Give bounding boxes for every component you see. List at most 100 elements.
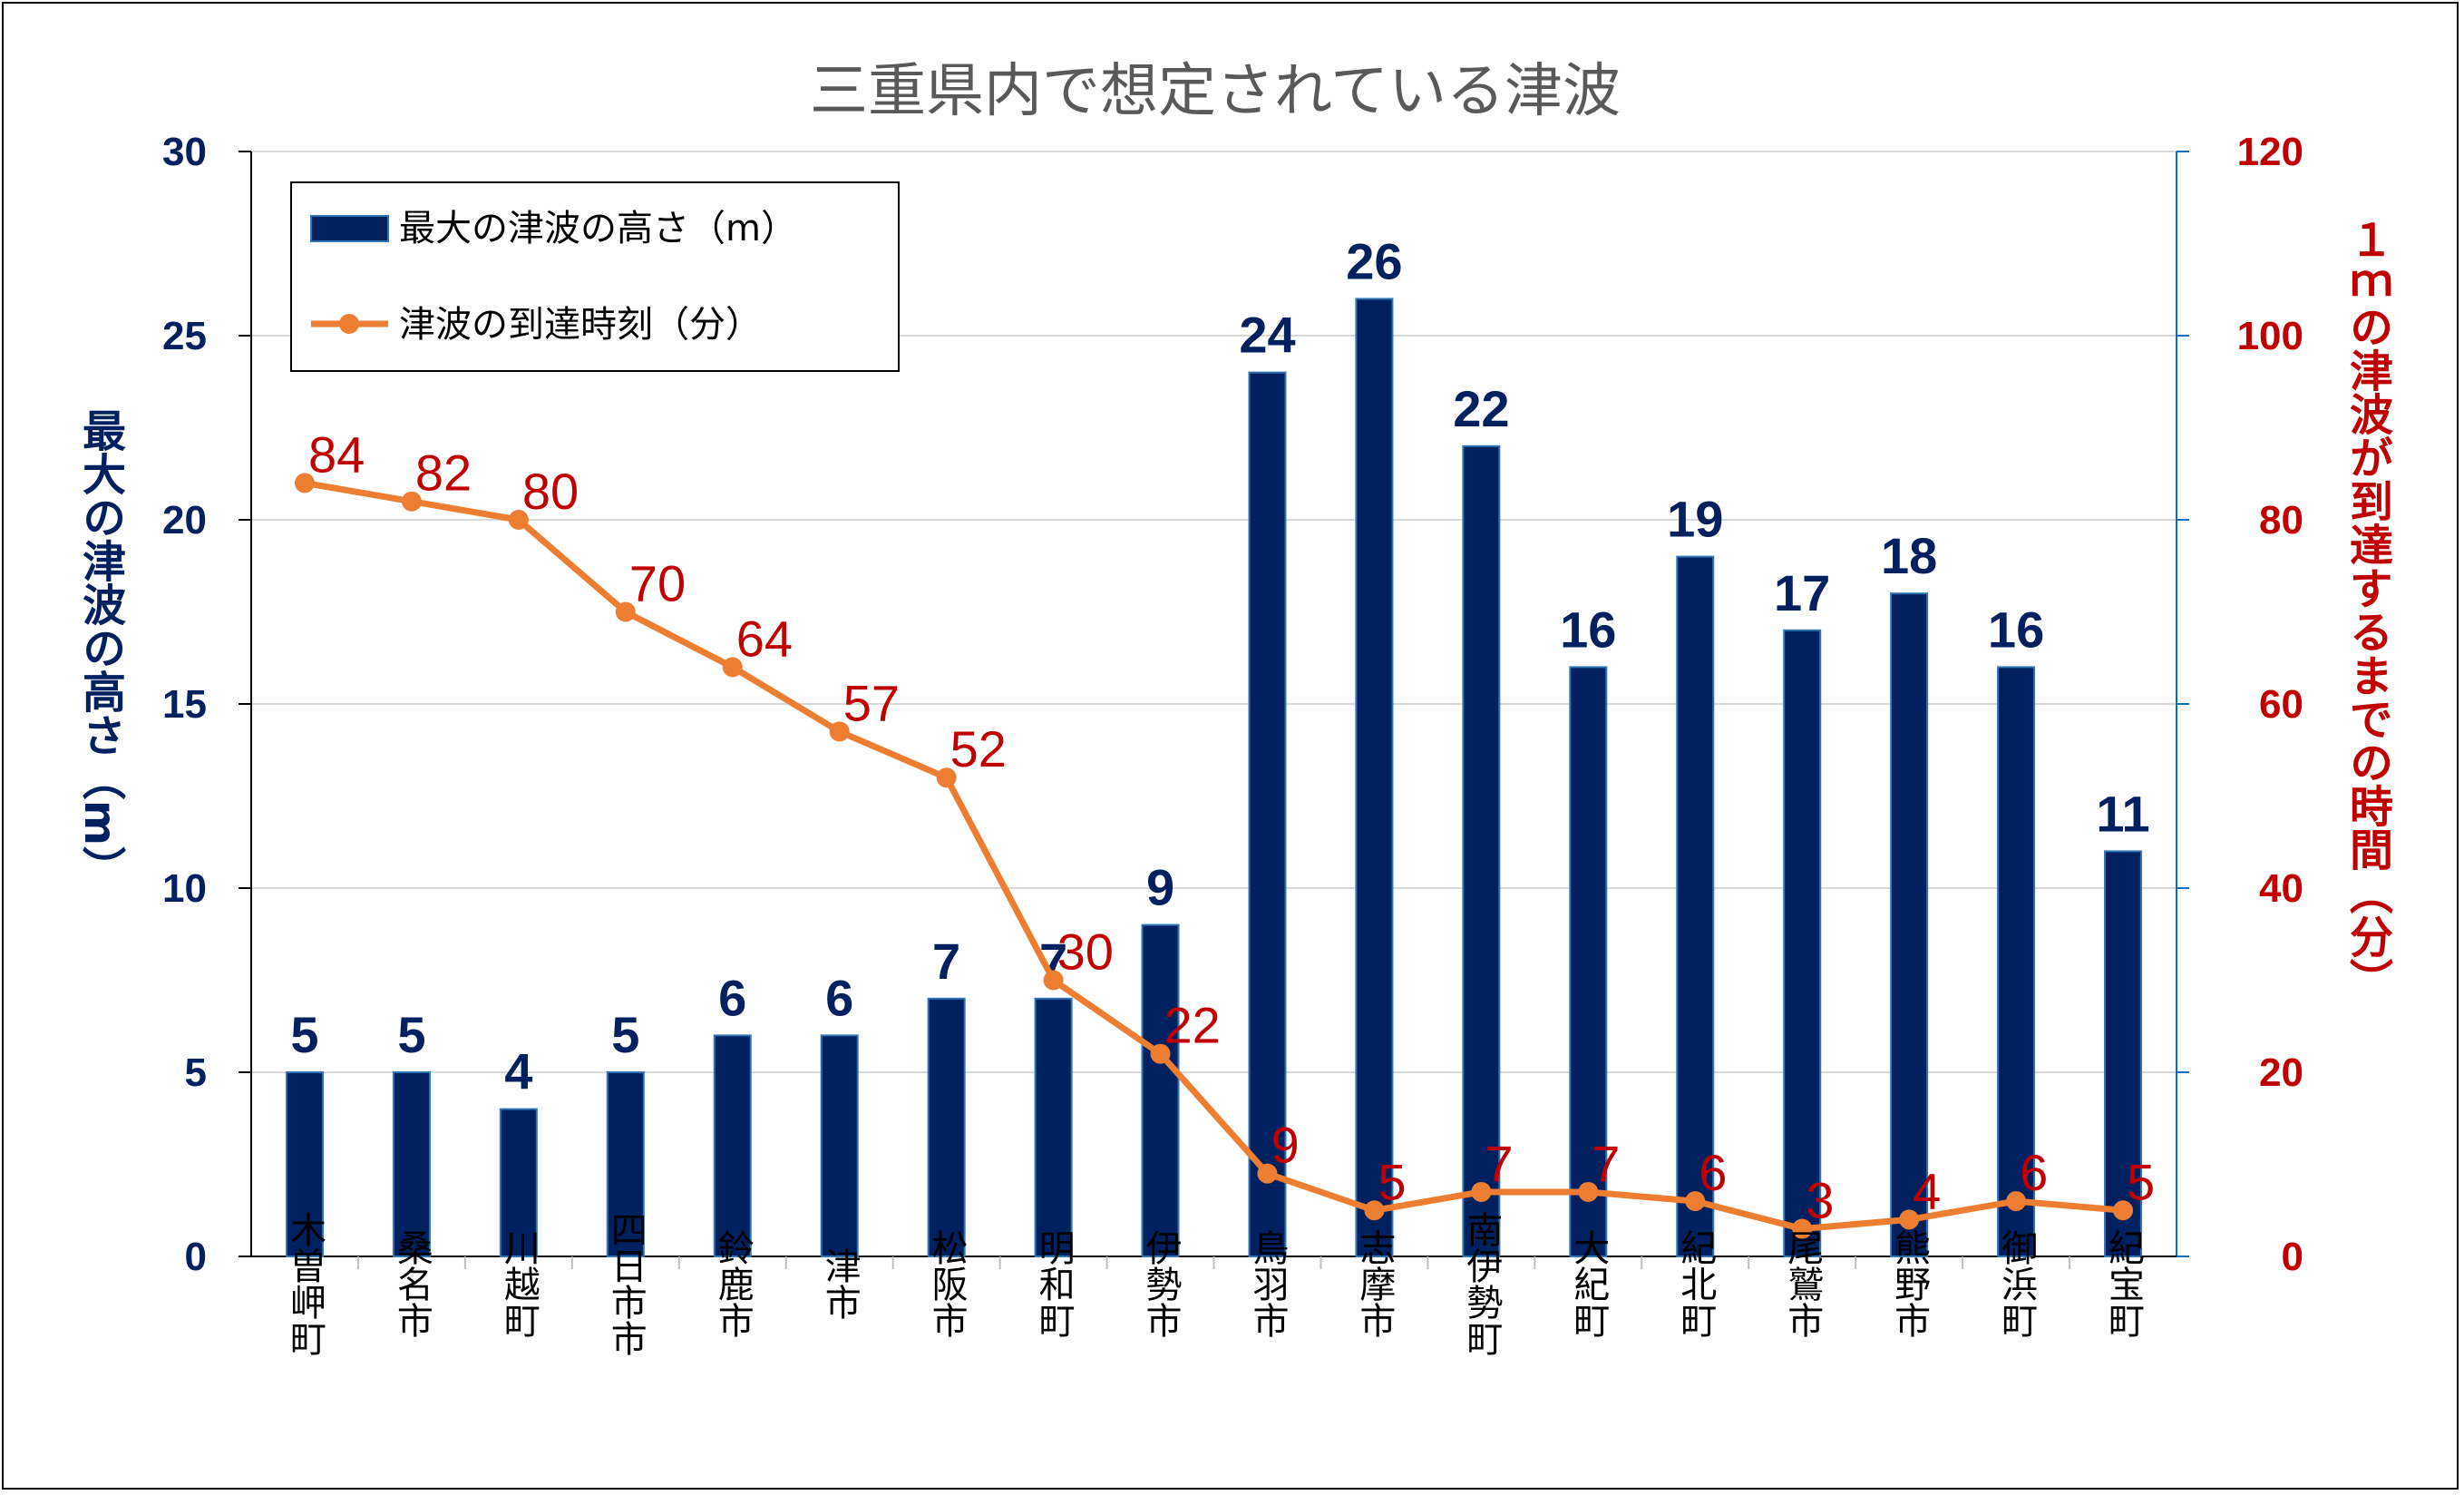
time-series-point xyxy=(722,657,743,678)
bar-data-label: 6 xyxy=(825,969,853,1026)
bar-data-label: 18 xyxy=(1881,527,1937,584)
bar-data-label: 5 xyxy=(397,1006,425,1063)
category-label: 四日市市 xyxy=(605,1211,647,1356)
line-data-label: 84 xyxy=(308,425,365,483)
category-label: 伊勢市 xyxy=(1140,1229,1183,1338)
bar xyxy=(2104,850,2143,1258)
line-data-label: 22 xyxy=(1164,997,1221,1054)
bar xyxy=(606,1071,645,1257)
time-series-point xyxy=(2006,1191,2027,1212)
bar xyxy=(499,1108,538,1257)
time-series-point xyxy=(936,767,957,788)
line-data-label: 9 xyxy=(1271,1117,1299,1174)
category-label: 大紀町 xyxy=(1567,1229,1609,1338)
bar xyxy=(927,997,966,1258)
legend-line-marker xyxy=(339,314,359,334)
bar xyxy=(392,1071,431,1257)
bar xyxy=(1997,666,2036,1257)
time-series-point xyxy=(1043,970,1064,991)
category-label: 紀宝町 xyxy=(2102,1229,2144,1338)
right-tick-label: 40 xyxy=(2259,866,2303,911)
bar xyxy=(1569,666,1608,1257)
bar xyxy=(1355,298,1394,1257)
line-data-label: 5 xyxy=(2127,1153,2155,1210)
left-tick-label: 0 xyxy=(185,1235,207,1279)
category-label: 鳥羽市 xyxy=(1246,1229,1288,1338)
left-tick-label: 5 xyxy=(185,1050,207,1095)
legend-bar-label: 最大の津波の高さ（m） xyxy=(399,208,797,249)
bar-data-label: 19 xyxy=(1667,491,1723,548)
category-label: 明和町 xyxy=(1033,1229,1075,1338)
category-label: 熊野市 xyxy=(1888,1229,1930,1338)
left-tick-label: 30 xyxy=(162,130,207,174)
right-axis-title: １ｍの津波が到達するまでの時間（分） xyxy=(2342,218,2393,1002)
bar-data-label: 11 xyxy=(2096,785,2149,842)
line-data-label: 6 xyxy=(2020,1144,2048,1201)
category-label: 木曽岬町 xyxy=(284,1211,326,1356)
line-data-label: 4 xyxy=(1913,1162,1941,1219)
time-series-point xyxy=(2113,1200,2134,1221)
right-tick-label: 60 xyxy=(2259,682,2303,727)
bar-data-label: 5 xyxy=(611,1006,639,1063)
category-label: 志摩市 xyxy=(1353,1229,1395,1338)
bar xyxy=(1462,445,1501,1257)
bar xyxy=(713,1034,752,1258)
bar xyxy=(1890,592,1929,1257)
bar-data-label: 16 xyxy=(1988,601,2044,658)
category-label: 津市 xyxy=(819,1247,861,1320)
bar-data-label: 9 xyxy=(1146,859,1174,916)
line-data-label: 80 xyxy=(522,463,579,520)
bar xyxy=(1141,923,1180,1257)
line-data-label: 3 xyxy=(1806,1172,1834,1229)
time-series-point xyxy=(1685,1191,1706,1212)
time-series-point xyxy=(1899,1209,1920,1230)
bar-data-label: 16 xyxy=(1560,601,1616,658)
bar-data-label: 4 xyxy=(504,1043,532,1100)
line-data-label: 6 xyxy=(1699,1144,1727,1201)
category-label: 紀北町 xyxy=(1674,1229,1716,1338)
left-tick-label: 15 xyxy=(162,682,207,727)
line-data-label: 57 xyxy=(843,674,900,731)
category-label: 鈴鹿市 xyxy=(712,1229,754,1338)
legend-line-label: 津波の到達時刻（分） xyxy=(399,304,762,346)
bar xyxy=(820,1034,859,1258)
line-data-label: 64 xyxy=(736,610,793,667)
time-series-point xyxy=(508,510,529,530)
line-data-label: 82 xyxy=(415,445,472,502)
bar-data-label: 26 xyxy=(1346,232,1402,289)
line-data-label: 5 xyxy=(1378,1153,1406,1210)
line-data-label: 70 xyxy=(629,555,686,612)
time-series-point xyxy=(1792,1218,1813,1239)
bar xyxy=(1248,371,1287,1258)
left-axis-title: 最大の津波の高さ（m） xyxy=(74,408,126,889)
time-series-point xyxy=(615,601,636,622)
category-label: 尾鷲市 xyxy=(1781,1229,1823,1338)
legend-bar-swatch xyxy=(310,215,389,242)
bar xyxy=(1783,629,1822,1257)
bar-data-label: 17 xyxy=(1774,564,1830,621)
bar-data-label: 22 xyxy=(1453,380,1509,437)
line-data-label: 7 xyxy=(1592,1135,1620,1192)
time-series-line xyxy=(304,479,2124,1233)
right-tick-label: 20 xyxy=(2259,1050,2303,1095)
category-label: 御浜町 xyxy=(1995,1229,2038,1338)
line-data-label: 7 xyxy=(1485,1135,1513,1192)
time-series-point xyxy=(294,473,315,493)
category-label: 桑名市 xyxy=(391,1229,433,1338)
line-data-label: 30 xyxy=(1057,923,1114,981)
left-tick-label: 10 xyxy=(162,866,207,911)
right-tick-label: 80 xyxy=(2259,498,2303,542)
time-series-point xyxy=(1364,1200,1385,1221)
bar xyxy=(1034,997,1073,1258)
category-label: 川越町 xyxy=(498,1229,540,1338)
time-series-point xyxy=(1150,1043,1171,1064)
bar-data-label: 24 xyxy=(1239,307,1295,364)
right-tick-label: 0 xyxy=(2282,1235,2303,1279)
right-tick-label: 120 xyxy=(2237,130,2303,174)
category-label: 松阪市 xyxy=(926,1229,968,1338)
time-series-point xyxy=(401,491,422,512)
bar xyxy=(285,1071,324,1257)
bar-data-label: 7 xyxy=(932,933,960,990)
left-tick-label: 25 xyxy=(162,314,207,358)
